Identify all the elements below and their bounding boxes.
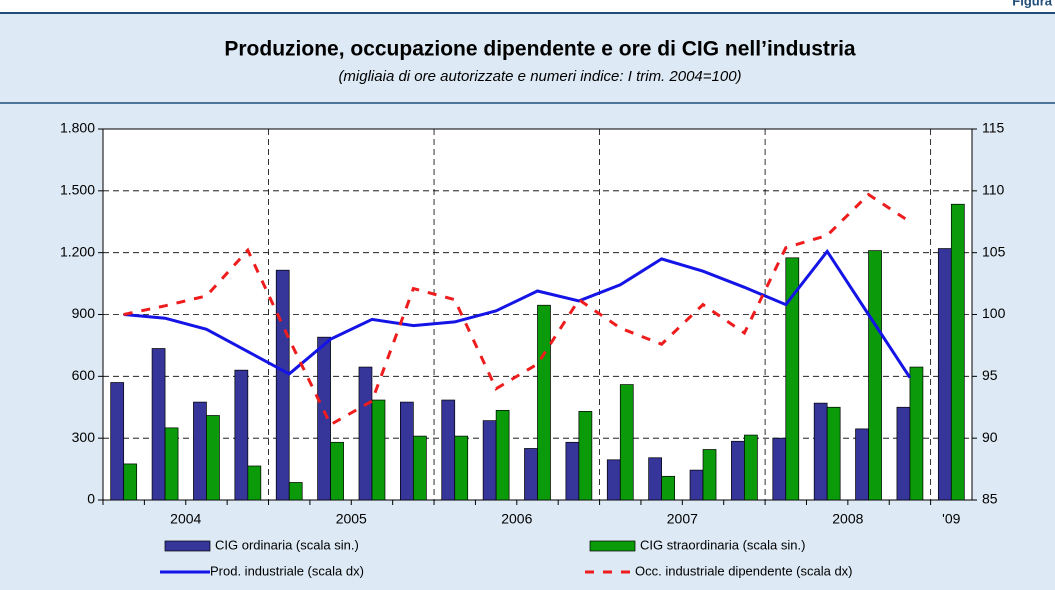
bar (234, 369, 249, 501)
bar (330, 441, 344, 501)
bar (524, 448, 538, 501)
bar (358, 366, 373, 501)
y2-tick-label: 110 (982, 182, 1005, 198)
bar (110, 382, 125, 501)
bar (937, 248, 952, 501)
bar (785, 257, 800, 501)
bar (193, 401, 207, 501)
bar (855, 428, 869, 501)
bar (813, 402, 828, 501)
bar (317, 336, 331, 501)
y-tick-label: 1.200 (60, 243, 95, 259)
x-group-label: 2007 (667, 511, 698, 527)
bar (247, 465, 262, 501)
x-group-label: 2005 (336, 511, 367, 527)
y-tick-label: 1.500 (60, 182, 95, 198)
legend-swatch (589, 540, 636, 552)
bar (868, 250, 882, 501)
bar (826, 406, 841, 501)
bar (772, 437, 787, 501)
x-group-label: 2008 (832, 511, 863, 527)
legend-label: Prod. industriale (scala dx) (210, 563, 364, 578)
bar (537, 304, 551, 501)
x-group-label: 2004 (170, 511, 201, 527)
bar (413, 435, 427, 501)
legend: CIG ordinaria (scala sin.) CIG straordina… (160, 537, 853, 578)
bar (482, 420, 497, 501)
y2-tick-label: 105 (982, 243, 1006, 259)
bar (731, 440, 745, 501)
bar (565, 441, 580, 501)
bar (495, 409, 510, 501)
bar (288, 482, 303, 501)
bar (206, 415, 220, 501)
legend-label: CIG ordinaria (scala sin.) (215, 537, 359, 552)
figure-label: Figura (1012, 0, 1052, 8)
y-tick-label: 900 (72, 305, 96, 321)
bar (744, 434, 758, 501)
y2-tick-label: 100 (982, 305, 1006, 321)
bar (619, 384, 634, 501)
bar (606, 459, 621, 501)
bar (441, 399, 456, 501)
x-group-label: 2006 (501, 511, 532, 527)
chart-title: Produzione, occupazione dipendente e ore… (224, 38, 856, 61)
y-tick-label: 0 (87, 491, 95, 507)
bar (400, 401, 414, 501)
bar (151, 348, 166, 501)
bar (909, 366, 924, 501)
legend-swatch (164, 540, 211, 552)
bar (275, 269, 290, 501)
bar (578, 411, 593, 501)
y2-tick-label: 115 (982, 120, 1005, 136)
chart-subtitle: (migliaia di ore autorizzate e numeri in… (338, 68, 741, 85)
y-tick-label: 1.800 (60, 120, 95, 136)
y2-tick-label: 95 (982, 367, 998, 383)
bar (123, 463, 138, 501)
bar (950, 203, 965, 501)
bar (371, 399, 386, 501)
bar (454, 435, 469, 501)
line-series (123, 248, 912, 379)
legend-label: Occ. industriale dipendente (scala dx) (635, 563, 853, 578)
y2-tick-label: 85 (982, 491, 998, 507)
bar (689, 469, 704, 501)
bar (702, 449, 717, 501)
y-tick-label: 600 (72, 367, 96, 383)
bar (896, 406, 911, 501)
line-series (123, 192, 911, 427)
y-tick-label: 300 (72, 429, 96, 445)
bar (648, 457, 662, 501)
x-group-label: '09 (942, 511, 960, 527)
bar (661, 475, 675, 501)
legend-label: CIG straordinaria (scala sin.) (640, 537, 805, 552)
y2-tick-label: 90 (982, 429, 998, 445)
bar (164, 427, 179, 501)
